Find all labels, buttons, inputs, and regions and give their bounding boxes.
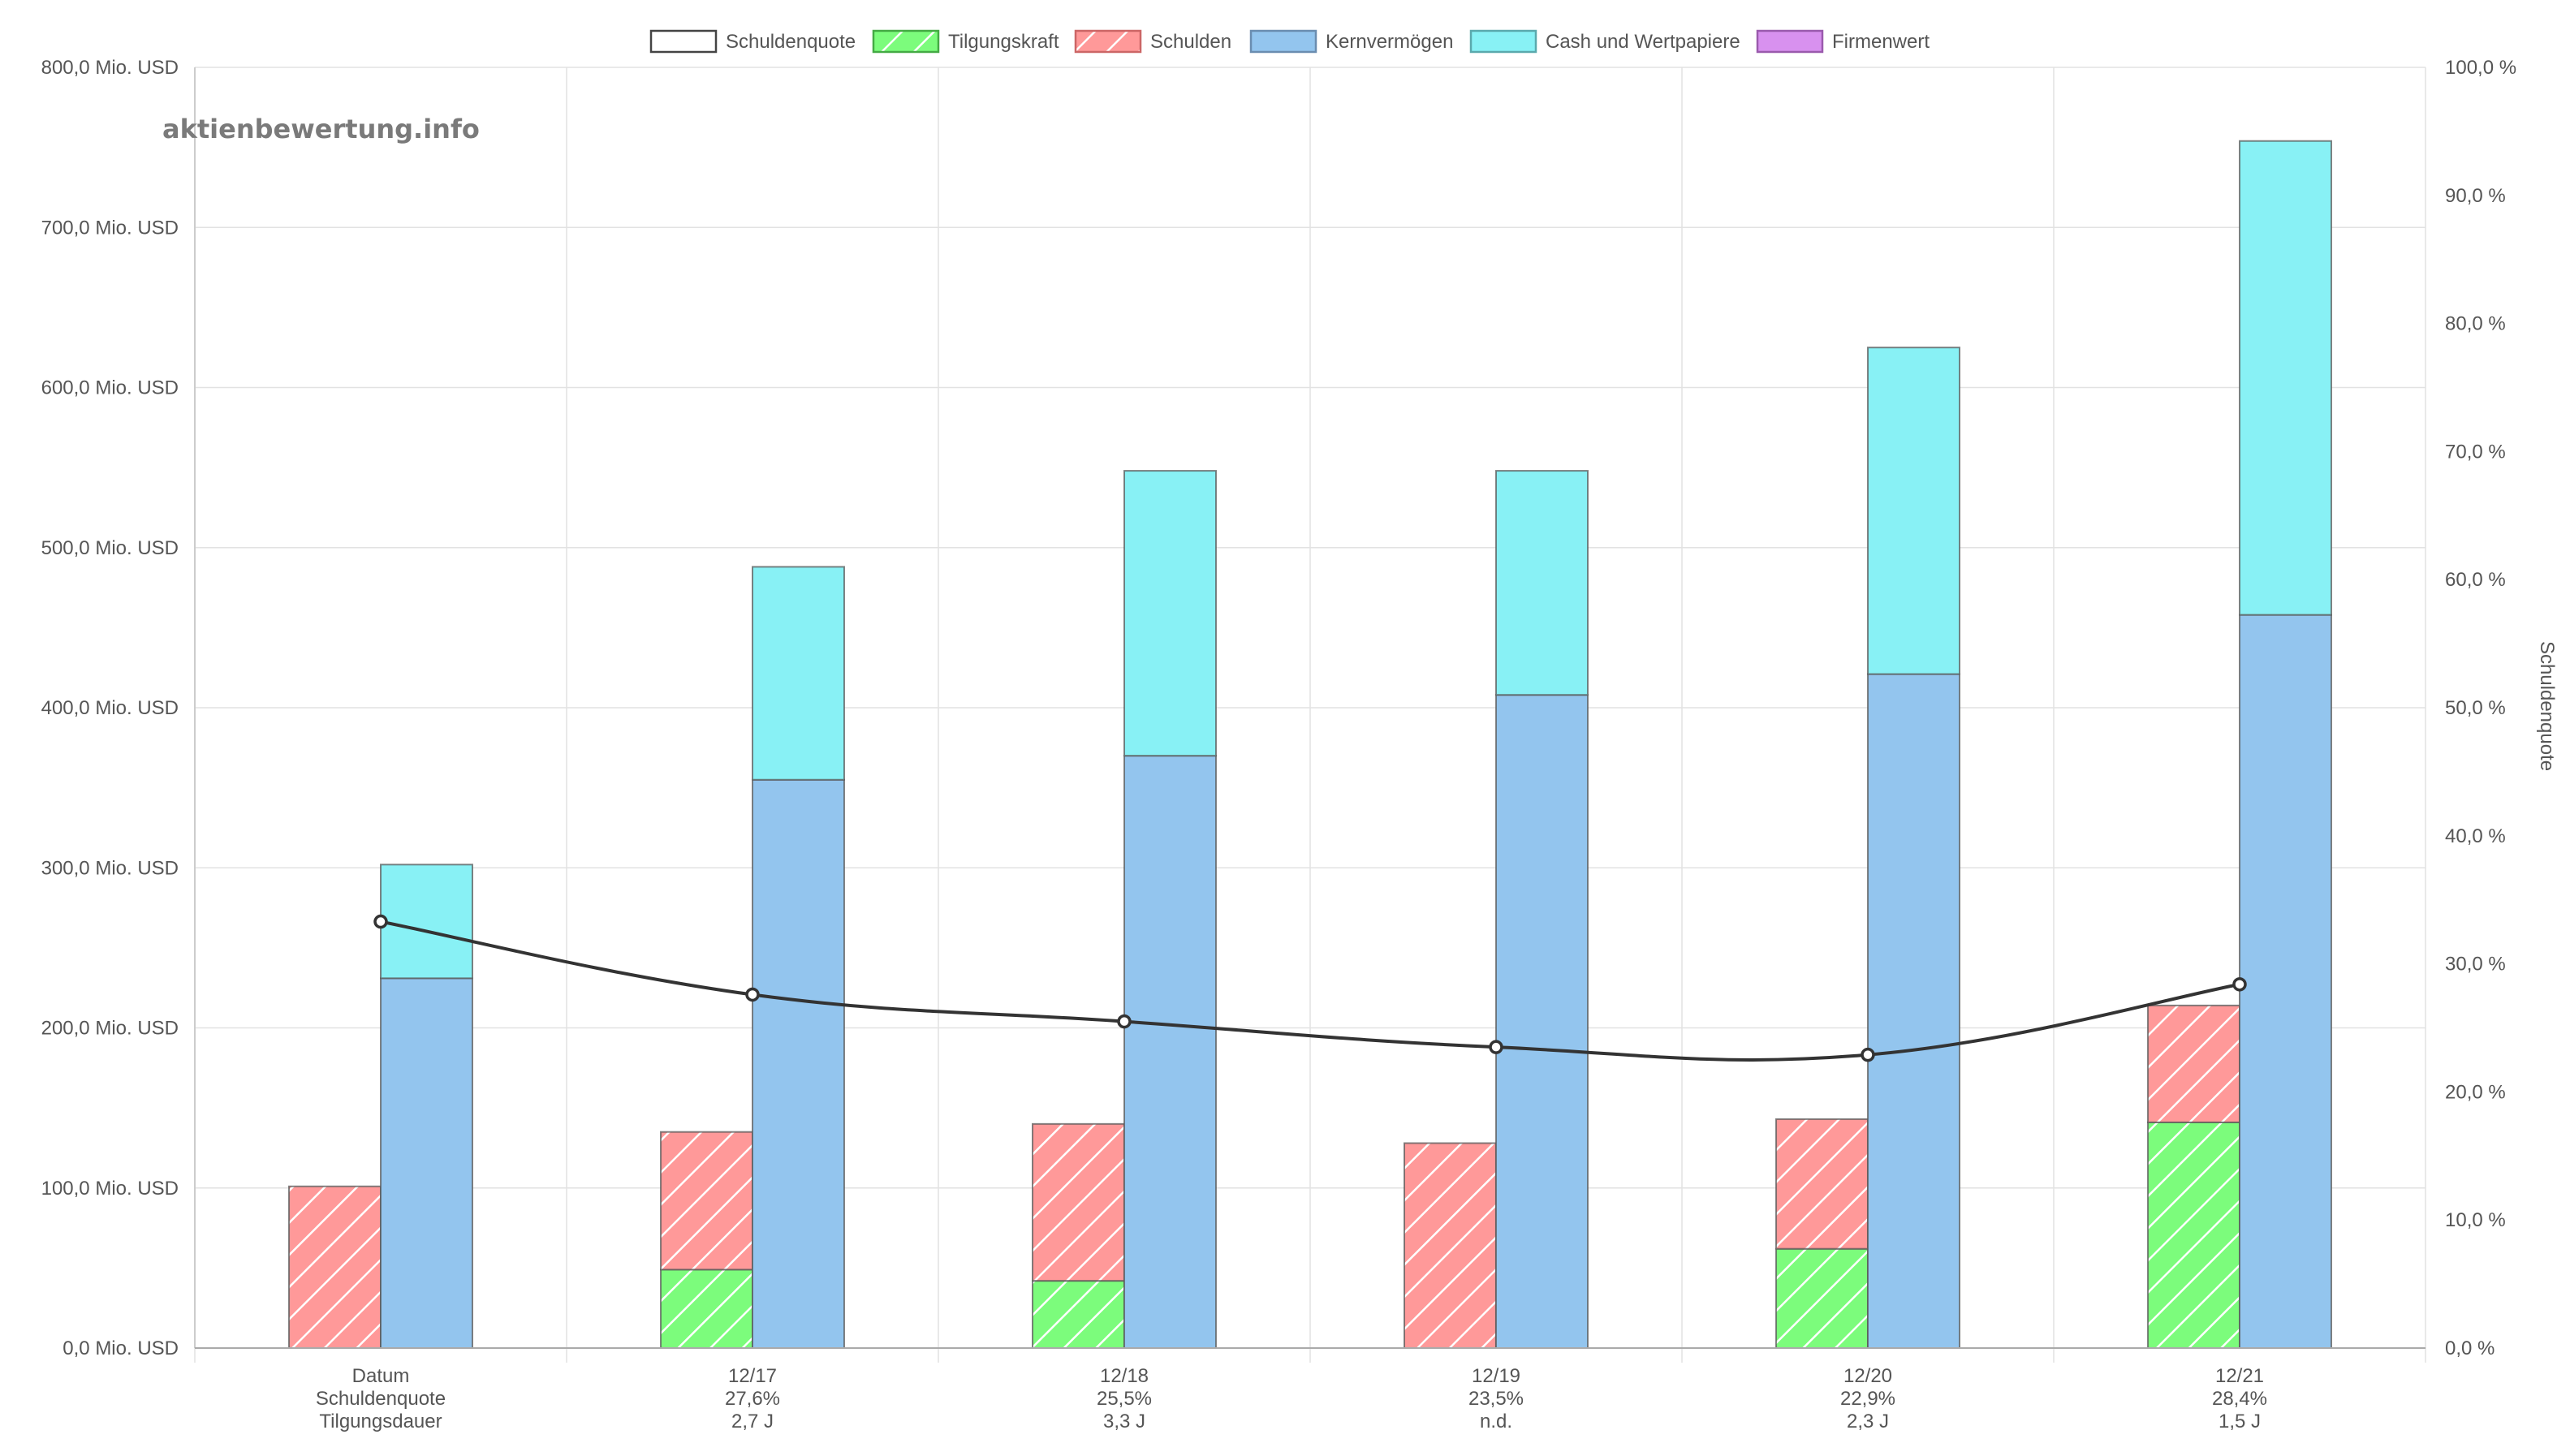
y-right-tick-label: 0,0 % [2445,1338,2495,1359]
bar-tilgungskraft[interactable] [2147,1121,2240,1349]
bar-cash-und-wertpapiere[interactable] [1495,470,1589,696]
legend-swatch[interactable] [872,29,940,54]
legend-item-tilgungskraft[interactable]: Tilgungskraft [872,29,1059,54]
bar-cash-und-wertpapiere[interactable] [752,566,845,781]
legend-item-cash-und-wertpapiere[interactable]: Cash und Wertpapiere [1469,29,1740,54]
x-tick-label-date: 12/17 [728,1365,777,1387]
bar-kernvermoegen[interactable] [1123,755,1217,1349]
bar-schulden[interactable] [1775,1118,1869,1250]
y-left-tick-label: 700,0 Mio. USD [41,217,179,239]
bars [288,140,2332,1350]
bar-schulden[interactable] [1032,1122,1125,1282]
schuldenquote-point[interactable] [1489,1040,1503,1054]
axes: 0,0 Mio. USD 100,0 Mio. USD 200,0 Mio. USD… [41,57,2516,1432]
legend-swatch[interactable] [1756,29,1824,54]
y-right-tick-label: 40,0 % [2445,825,2506,847]
legend-label[interactable]: Kernvermögen [1326,31,1453,53]
bar-kernvermoegen[interactable] [1495,694,1589,1349]
x-tick-label-tilgungsdauer: Tilgungsdauer [319,1411,442,1432]
y-right-tick-label: 80,0 % [2445,313,2506,335]
x-tick-label-schuldenquote: Schuldenquote [316,1388,446,1410]
y-right-tick-label: 60,0 % [2445,569,2506,591]
y-right-tick-label: 70,0 % [2445,441,2506,463]
bar-cash-und-wertpapiere[interactable] [1123,470,1217,757]
bar-tilgungskraft[interactable] [1775,1247,1869,1349]
bar-schulden[interactable] [2147,1004,2240,1123]
schuldenquote-line [373,914,2247,1062]
x-tick-label-tilgungsdauer: 3,3 J [1103,1411,1145,1432]
legend-item-schuldenquote[interactable]: Schuldenquote [649,29,856,54]
y-right-tick-label: 10,0 % [2445,1209,2506,1231]
x-tick-label-tilgungsdauer: 2,7 J [731,1411,774,1432]
grid-lines [194,67,2426,1363]
schuldenquote-point[interactable] [1117,1014,1132,1029]
x-tick-label-tilgungsdauer: n.d. [1480,1411,1512,1432]
y-left-tick-label: 0,0 Mio. USD [63,1338,179,1359]
y-left-tick-label: 300,0 Mio. USD [41,857,179,879]
schuldenquote-point[interactable] [373,914,388,929]
legend-label[interactable]: Tilgungskraft [948,31,1059,53]
legend-item-schulden[interactable]: Schulden [1074,29,1231,54]
bar-kernvermoegen[interactable] [752,778,845,1349]
y-left-tick-label: 500,0 Mio. USD [41,537,179,559]
y-left-tick-label: 200,0 Mio. USD [41,1018,179,1040]
x-tick-label-schuldenquote: 28,4% [2212,1388,2267,1410]
bar-cash-und-wertpapiere[interactable] [380,864,473,980]
x-tick-label-schuldenquote: 25,5% [1097,1388,1152,1410]
y-right-tick-label: 20,0 % [2445,1081,2506,1103]
x-tick-label-date: 12/19 [1472,1365,1520,1387]
y-right-tick-label: 50,0 % [2445,697,2506,719]
x-tick-label-schuldenquote: 23,5% [1468,1388,1524,1410]
x-tick-label-schuldenquote: 27,6% [725,1388,780,1410]
schuldenquote-point[interactable] [1861,1047,1875,1062]
legend-label[interactable]: Cash und Wertpapiere [1546,31,1740,53]
y-left-tick-label: 600,0 Mio. USD [41,377,179,399]
y-left-tick-label: 800,0 Mio. USD [41,57,179,79]
legend-swatch[interactable] [1469,29,1537,54]
schuldenquote-line-path [380,920,2240,1062]
bar-kernvermoegen[interactable] [2239,614,2332,1349]
legend-label[interactable]: Schuldenquote [726,31,856,53]
x-tick-label-date: Datum [352,1365,410,1387]
right-axis-title: Schuldenquote [2536,641,2558,771]
legend-swatch[interactable] [1074,29,1142,54]
bar-cash-und-wertpapiere[interactable] [1867,347,1960,675]
legend-label[interactable]: Schulden [1150,31,1231,53]
legend-swatch[interactable] [649,29,718,54]
x-tick-label-tilgungsdauer: 1,5 J [2219,1411,2261,1432]
x-tick-label-tilgungsdauer: 2,3 J [1847,1411,1889,1432]
legend-item-firmenwert[interactable]: Firmenwert [1756,29,1930,54]
legend-label[interactable]: Firmenwert [1832,31,1930,53]
schuldenquote-point[interactable] [2232,977,2247,992]
y-right-tick-label: 90,0 % [2445,185,2506,207]
bar-kernvermoegen[interactable] [380,977,473,1350]
x-tick-label-schuldenquote: 22,9% [1840,1388,1895,1410]
x-tick-label-date: 12/21 [2215,1365,2264,1387]
y-left-tick-label: 400,0 Mio. USD [41,697,179,719]
y-left-tick-label: 100,0 Mio. USD [41,1178,179,1200]
bar-schulden[interactable] [288,1185,382,1349]
bar-schulden[interactable] [660,1131,753,1271]
schuldenquote-point[interactable] [745,987,760,1002]
bar-cash-und-wertpapiere[interactable] [2239,140,2332,616]
bar-tilgungskraft[interactable] [660,1269,753,1350]
legend-swatch[interactable] [1249,29,1317,54]
y-right-tick-label: 100,0 % [2445,57,2516,79]
bar-schulden[interactable] [1404,1142,1497,1350]
x-tick-label-date: 12/20 [1843,1365,1892,1387]
bar-kernvermoegen[interactable] [1867,673,1960,1349]
bar-tilgungskraft[interactable] [1032,1280,1125,1350]
x-tick-label-date: 12/18 [1100,1365,1149,1387]
watermark-text: aktienbewertung.info [162,114,480,144]
legend-item-kernvermoegen[interactable]: Kernvermögen [1249,29,1453,54]
legend[interactable]: Schuldenquote Tilgungskraft Schulden Kernve… [649,29,1930,54]
y-right-tick-label: 30,0 % [2445,954,2506,976]
